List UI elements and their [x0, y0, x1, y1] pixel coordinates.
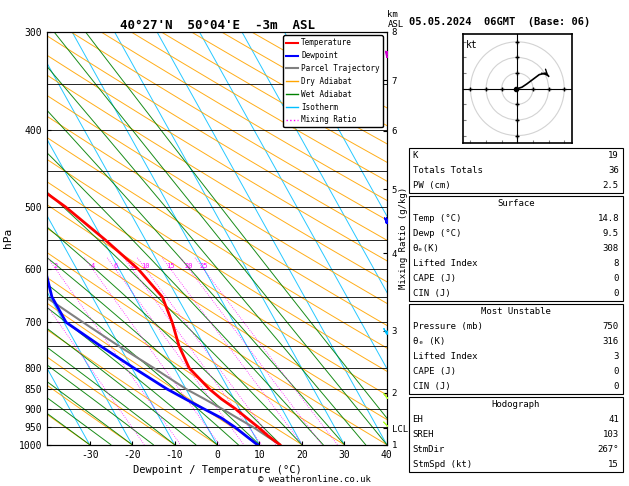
Text: kt: kt	[466, 40, 477, 50]
Text: 41: 41	[608, 415, 619, 424]
Text: 8: 8	[613, 259, 619, 268]
Text: 05.05.2024  06GMT  (Base: 06): 05.05.2024 06GMT (Base: 06)	[409, 17, 590, 27]
Text: 4: 4	[91, 263, 95, 269]
Text: 267°: 267°	[598, 445, 619, 454]
Text: Most Unstable: Most Unstable	[481, 307, 551, 316]
Text: 36: 36	[608, 166, 619, 175]
Text: StmDir: StmDir	[413, 445, 445, 454]
Text: CIN (J): CIN (J)	[413, 382, 450, 391]
Text: © weatheronline.co.uk: © weatheronline.co.uk	[258, 474, 371, 484]
Y-axis label: hPa: hPa	[3, 228, 13, 248]
Text: 308: 308	[603, 244, 619, 253]
Text: 6: 6	[114, 263, 118, 269]
Text: θₑ(K): θₑ(K)	[413, 244, 440, 253]
Text: 750: 750	[603, 322, 619, 331]
Text: Hodograph: Hodograph	[492, 399, 540, 409]
Text: 15: 15	[167, 263, 175, 269]
Text: Dewp (°C): Dewp (°C)	[413, 229, 461, 238]
Text: Temp (°C): Temp (°C)	[413, 214, 461, 223]
Text: 14.8: 14.8	[598, 214, 619, 223]
Text: CAPE (J): CAPE (J)	[413, 274, 455, 283]
Text: EH: EH	[413, 415, 423, 424]
Text: θₑ (K): θₑ (K)	[413, 337, 445, 346]
Text: 9.5: 9.5	[603, 229, 619, 238]
Text: 0: 0	[613, 274, 619, 283]
Text: SREH: SREH	[413, 430, 434, 439]
Title: 40°27'N  50°04'E  -3m  ASL: 40°27'N 50°04'E -3m ASL	[120, 18, 314, 32]
Text: km
ASL: km ASL	[387, 10, 404, 29]
Legend: Temperature, Dewpoint, Parcel Trajectory, Dry Adiabat, Wet Adiabat, Isotherm, Mi: Temperature, Dewpoint, Parcel Trajectory…	[283, 35, 383, 127]
Text: 0: 0	[613, 289, 619, 298]
Text: Surface: Surface	[497, 199, 535, 208]
Text: 0: 0	[613, 367, 619, 376]
Text: 25: 25	[199, 263, 208, 269]
Text: Lifted Index: Lifted Index	[413, 352, 477, 361]
Text: 2: 2	[54, 263, 58, 269]
Text: 15: 15	[608, 460, 619, 469]
Text: CAPE (J): CAPE (J)	[413, 367, 455, 376]
Text: StmSpd (kt): StmSpd (kt)	[413, 460, 472, 469]
Text: 20: 20	[185, 263, 194, 269]
Text: PW (cm): PW (cm)	[413, 181, 450, 191]
Text: 8: 8	[130, 263, 135, 269]
Text: Totals Totals: Totals Totals	[413, 166, 482, 175]
Text: 19: 19	[608, 151, 619, 160]
Text: 0: 0	[613, 382, 619, 391]
Text: Pressure (mb): Pressure (mb)	[413, 322, 482, 331]
Text: 10: 10	[142, 263, 150, 269]
X-axis label: Dewpoint / Temperature (°C): Dewpoint / Temperature (°C)	[133, 465, 301, 475]
Text: Mixing Ratio (g/kg): Mixing Ratio (g/kg)	[399, 187, 408, 289]
Text: 103: 103	[603, 430, 619, 439]
Text: 3: 3	[613, 352, 619, 361]
Text: 316: 316	[603, 337, 619, 346]
Text: 2.5: 2.5	[603, 181, 619, 191]
Text: K: K	[413, 151, 418, 160]
Text: Lifted Index: Lifted Index	[413, 259, 477, 268]
Text: CIN (J): CIN (J)	[413, 289, 450, 298]
